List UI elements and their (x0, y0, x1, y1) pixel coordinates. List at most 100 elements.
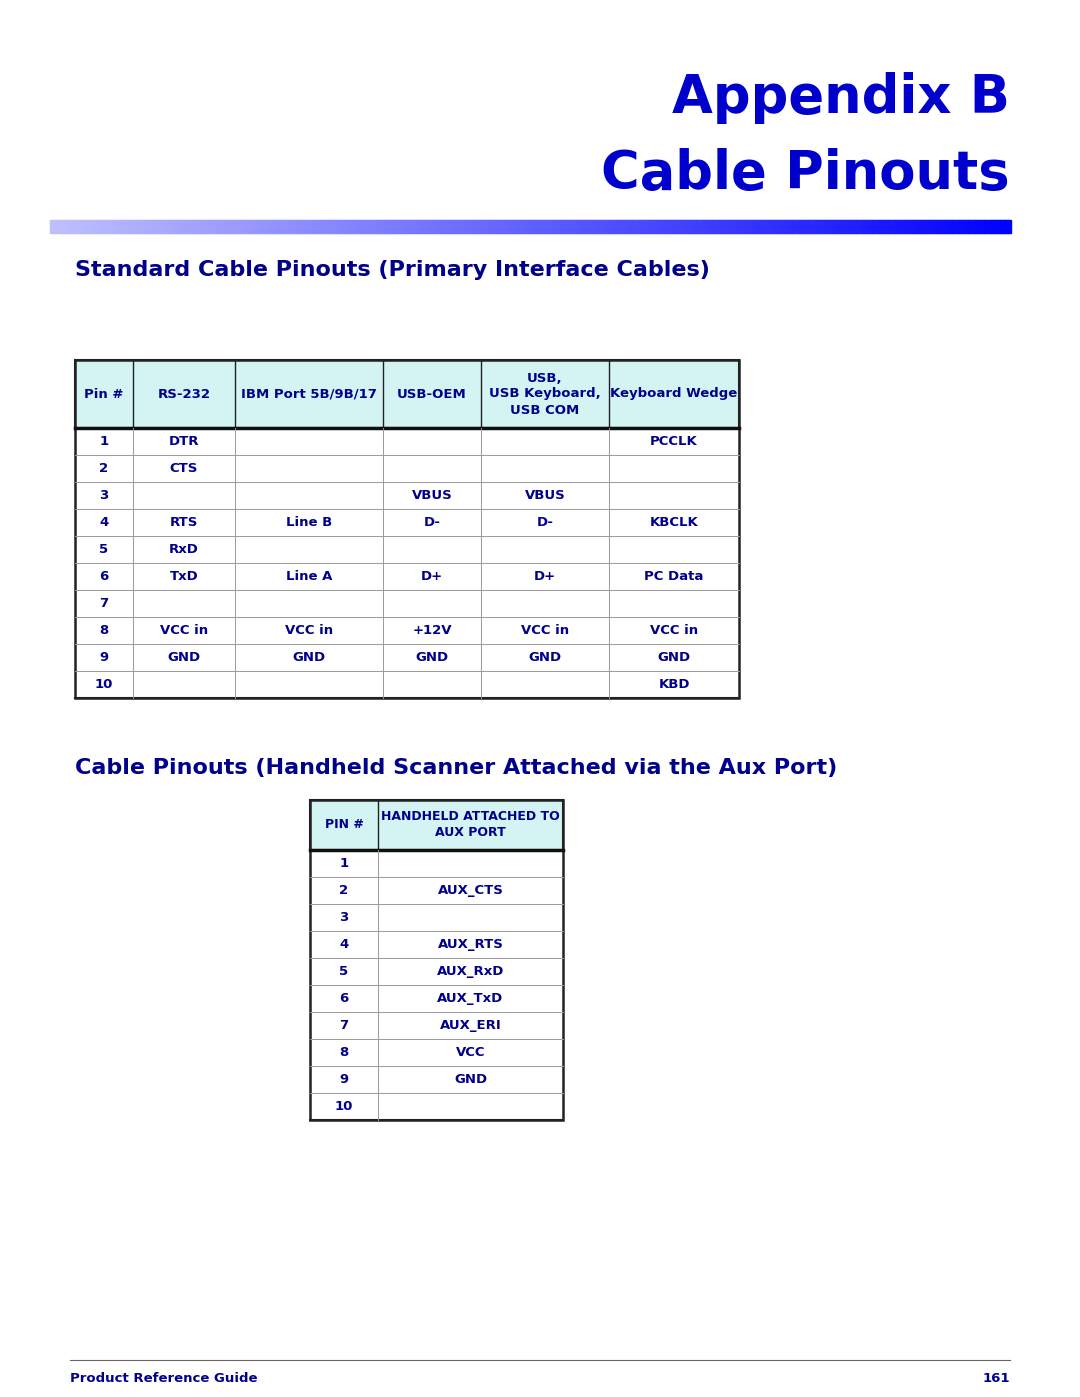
Bar (310, 985, 563, 1011)
Text: Line A: Line A (286, 570, 333, 583)
Bar (332, 219, 336, 233)
Bar (296, 219, 300, 233)
Bar (59, 219, 64, 233)
Bar (310, 1092, 563, 1120)
Bar (204, 219, 207, 233)
Bar (460, 219, 463, 233)
Bar (156, 219, 160, 233)
Bar (914, 219, 918, 233)
Text: 2: 2 (99, 462, 109, 475)
Text: 6: 6 (99, 570, 109, 583)
Text: Appendix B: Appendix B (672, 73, 1010, 124)
Bar (191, 219, 195, 233)
Bar (760, 219, 765, 233)
Text: DTR: DTR (168, 434, 199, 448)
Text: VCC: VCC (456, 1046, 485, 1059)
Bar (386, 219, 390, 233)
Bar (764, 219, 768, 233)
Bar (537, 219, 541, 233)
Bar (972, 219, 976, 233)
Text: GND: GND (293, 651, 325, 664)
Bar (540, 219, 544, 233)
Bar (591, 219, 595, 233)
Bar (827, 219, 832, 233)
Text: AUX_CTS: AUX_CTS (437, 884, 503, 897)
Bar (168, 219, 173, 233)
Bar (690, 219, 694, 233)
Bar (600, 219, 605, 233)
Text: Standard Cable Pinouts (Primary Interface Cables): Standard Cable Pinouts (Primary Interfac… (75, 260, 710, 279)
Bar (341, 219, 346, 233)
Bar (633, 219, 636, 233)
Bar (175, 219, 179, 233)
Bar (310, 877, 563, 904)
Bar (648, 219, 652, 233)
Bar (252, 219, 256, 233)
Bar (370, 219, 374, 233)
Text: 1: 1 (339, 856, 349, 870)
Bar (226, 219, 230, 233)
Bar (990, 219, 995, 233)
Bar (978, 219, 982, 233)
Bar (133, 219, 137, 233)
Bar (994, 219, 998, 233)
Bar (568, 219, 572, 233)
Bar (367, 219, 372, 233)
Bar (719, 219, 723, 233)
Text: IBM Port 5B/9B/17: IBM Port 5B/9B/17 (241, 387, 377, 401)
Bar (754, 219, 758, 233)
Bar (645, 219, 649, 233)
Bar (527, 219, 531, 233)
Bar (959, 219, 963, 233)
Bar (310, 800, 563, 1120)
Bar (345, 219, 349, 233)
Bar (428, 219, 432, 233)
Text: 7: 7 (339, 1018, 349, 1032)
Bar (667, 219, 672, 233)
Bar (377, 219, 380, 233)
Text: D+: D+ (421, 570, 443, 583)
Bar (89, 219, 93, 233)
Bar (143, 219, 147, 233)
Bar (630, 219, 633, 233)
Bar (956, 219, 960, 233)
Bar (987, 219, 991, 233)
Bar (76, 219, 80, 233)
Bar (75, 671, 739, 698)
Bar (69, 219, 73, 233)
Text: AUX_RTS: AUX_RTS (437, 937, 503, 951)
Text: USB-OEM: USB-OEM (397, 387, 467, 401)
Bar (907, 219, 912, 233)
Bar (799, 219, 804, 233)
Bar (310, 1039, 563, 1066)
Bar (933, 219, 937, 233)
Bar (75, 360, 739, 427)
Bar (469, 219, 473, 233)
Bar (291, 219, 294, 233)
Bar (731, 219, 735, 233)
Bar (850, 219, 854, 233)
Bar (802, 219, 806, 233)
Bar (364, 219, 368, 233)
Bar (408, 219, 413, 233)
Bar (98, 219, 103, 233)
Bar (239, 219, 243, 233)
Bar (454, 219, 458, 233)
Text: VBUS: VBUS (411, 489, 453, 502)
Bar (165, 219, 170, 233)
Bar (773, 219, 778, 233)
Bar (975, 219, 978, 233)
Bar (796, 219, 800, 233)
Text: 3: 3 (339, 911, 349, 923)
Bar (437, 219, 442, 233)
Text: 7: 7 (99, 597, 109, 610)
Bar (767, 219, 771, 233)
Text: GND: GND (454, 1073, 487, 1085)
Bar (693, 219, 698, 233)
Bar (1007, 219, 1011, 233)
Text: D+: D+ (534, 570, 556, 583)
Bar (684, 219, 688, 233)
Bar (178, 219, 183, 233)
Bar (357, 219, 362, 233)
Bar (92, 219, 96, 233)
